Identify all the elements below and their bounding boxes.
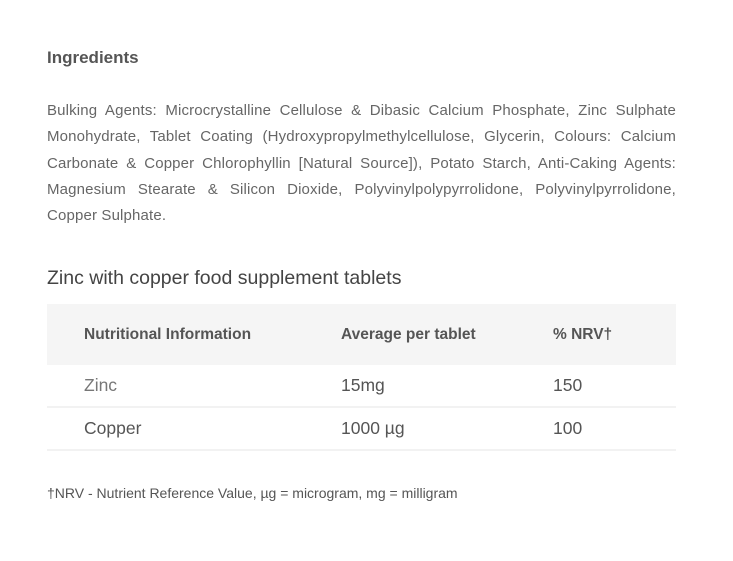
header-nrv: % NRV† bbox=[553, 304, 676, 365]
nutrient-nrv: 150 bbox=[553, 365, 676, 408]
ingredients-heading: Ingredients bbox=[47, 48, 139, 67]
ingredients-text: Bulking Agents: Microcrystalline Cellulo… bbox=[47, 102, 676, 225]
header-average-per-tablet: Average per tablet bbox=[341, 304, 553, 365]
nutrient-amount: 1000 µg bbox=[341, 407, 553, 451]
nutrient-name: Copper bbox=[47, 407, 341, 451]
nutrient-amount: 15mg bbox=[341, 365, 553, 408]
nutrition-title: Zinc with copper food supplement tablets bbox=[47, 267, 402, 289]
table-row: Copper 1000 µg 100 bbox=[47, 407, 676, 451]
table-row: Zinc 15mg 150 bbox=[47, 365, 676, 408]
nutrient-nrv: 100 bbox=[553, 407, 676, 451]
table-header-row: Nutritional Information Average per tabl… bbox=[47, 304, 676, 365]
header-nutritional-information: Nutritional Information bbox=[47, 304, 341, 365]
nutrient-name: Zinc bbox=[47, 365, 341, 408]
footnote: †NRV - Nutrient Reference Value, µg = mi… bbox=[47, 485, 458, 501]
nutrition-table: Nutritional Information Average per tabl… bbox=[47, 304, 676, 451]
